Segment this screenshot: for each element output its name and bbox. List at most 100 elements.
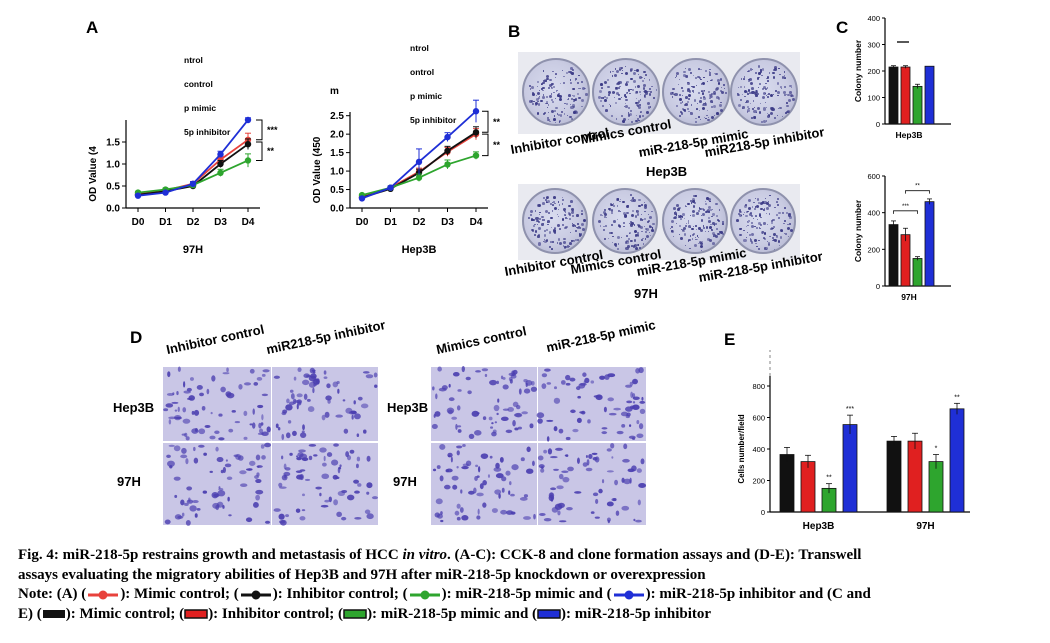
colony-dot [554, 202, 556, 205]
legend-line-swatch [240, 590, 271, 600]
colony-dot [758, 227, 760, 229]
colony-dot [617, 209, 620, 213]
colony-dot [563, 75, 565, 77]
colony-dot [559, 227, 562, 230]
colony-dot [748, 213, 752, 217]
colony-dot [763, 91, 767, 95]
colony-dot [707, 118, 710, 122]
colony-dot [757, 218, 759, 220]
colony-dot [709, 97, 711, 100]
colony-dot [602, 210, 606, 214]
colony-dot [613, 242, 617, 246]
dish-photo [662, 58, 730, 126]
colony-dot [675, 214, 678, 216]
colony-dot [708, 198, 711, 202]
colony-dot [648, 232, 650, 234]
colony-dot [705, 103, 708, 106]
y-tick-label: 0 [876, 120, 880, 129]
colony-dot [720, 87, 723, 89]
colony-dot [684, 96, 688, 99]
colony-dot [709, 74, 712, 77]
colony-dot [791, 97, 795, 101]
colony-dot [577, 93, 580, 95]
colony-dot [574, 98, 578, 101]
colony-dot [564, 211, 567, 213]
colony-dot [757, 93, 760, 95]
colony-dot [655, 89, 658, 91]
colony-dot [763, 209, 765, 211]
colony-dot [633, 239, 637, 243]
colony-dot [680, 228, 682, 231]
colony-dot [615, 92, 619, 96]
colony-dot [762, 107, 767, 111]
y-axis-label: Colony number [853, 39, 863, 102]
colony-dot [780, 236, 783, 239]
colony-dot [567, 212, 571, 215]
colony-dot [617, 93, 620, 96]
y-tick-label: 0.0 [106, 204, 120, 215]
colony-dot [698, 116, 701, 119]
colony-dot [640, 94, 642, 96]
colony-dot [648, 220, 650, 222]
colony-dot [736, 93, 740, 96]
colony-dot [639, 91, 641, 93]
colony-dot [555, 73, 557, 75]
colony-dot [789, 84, 792, 87]
y-tick-label: 1.0 [330, 167, 344, 178]
colony-dot [642, 115, 645, 118]
colony-dot [745, 226, 747, 228]
colony-dot [690, 227, 694, 231]
colony-dot [573, 100, 575, 102]
colony-dot [692, 85, 696, 89]
colony-dot [602, 96, 605, 99]
colony-dot [762, 119, 766, 123]
colony-dot [562, 199, 564, 201]
colony-dot [543, 239, 545, 241]
colony-dot [634, 69, 636, 71]
colony-dot [646, 110, 649, 114]
colony-dot [695, 121, 697, 123]
colony-dot [645, 74, 648, 76]
colony-dot [688, 68, 691, 72]
colony-dot [567, 98, 570, 100]
colony-dot [547, 118, 550, 122]
colony-dot [698, 227, 701, 230]
colony-dot [645, 231, 648, 234]
colony-dot [695, 225, 697, 227]
colony-dot [673, 206, 677, 210]
x-tick-label: D2 [413, 217, 426, 228]
colony-dot [578, 233, 581, 235]
colony-dot [558, 216, 560, 218]
colony-dot [549, 231, 552, 234]
colony-dot [569, 115, 572, 118]
colony-dot [675, 105, 678, 108]
colony-dot [603, 96, 606, 99]
colony-dot [711, 231, 715, 235]
colony-dot [554, 229, 556, 231]
colony-dot [557, 213, 559, 216]
colony-dot [566, 103, 568, 106]
colony-dot [747, 210, 749, 213]
colony-dot [759, 212, 761, 215]
colony-dot [749, 239, 753, 242]
colony-dot [644, 210, 646, 212]
colony-dot [749, 78, 753, 81]
colony-dot [771, 222, 774, 225]
colony-dot [749, 233, 751, 236]
colony-dot [537, 103, 541, 106]
colony-dot [678, 78, 681, 80]
colony-dot [753, 207, 756, 210]
colony-dot [717, 219, 720, 223]
colony-dot [552, 86, 555, 89]
colony-dot [687, 82, 690, 85]
colony-dot [707, 208, 711, 212]
colony-dot [625, 247, 629, 251]
colony-dot [645, 91, 649, 95]
colony-dot [743, 212, 745, 214]
colony-dot [755, 94, 758, 97]
colony-dot [699, 228, 703, 232]
colony-dot [700, 83, 703, 85]
colony-dot [674, 210, 676, 212]
colony-dot [778, 67, 780, 69]
colony-dot [561, 69, 564, 71]
